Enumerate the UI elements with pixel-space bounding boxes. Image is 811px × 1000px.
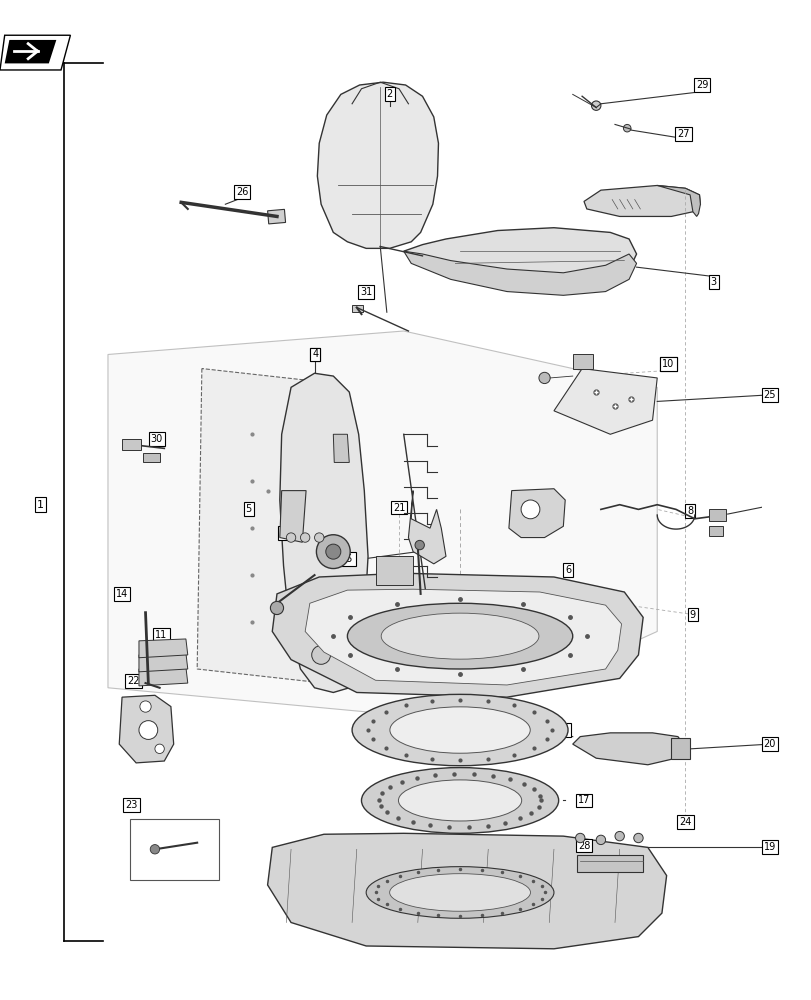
Text: 2: 2: [386, 89, 393, 99]
Polygon shape: [333, 434, 349, 462]
Text: 12: 12: [155, 645, 168, 655]
Ellipse shape: [366, 867, 553, 918]
Text: 21: 21: [393, 503, 405, 513]
Text: 4: 4: [312, 349, 318, 359]
Bar: [143, 453, 160, 462]
Polygon shape: [0, 35, 71, 70]
Polygon shape: [108, 331, 656, 721]
Ellipse shape: [361, 768, 558, 833]
Text: 29: 29: [695, 80, 708, 90]
Bar: [572, 354, 593, 369]
Polygon shape: [656, 185, 700, 216]
Circle shape: [575, 833, 584, 843]
Polygon shape: [268, 833, 666, 949]
Text: 28: 28: [577, 841, 590, 851]
Polygon shape: [572, 733, 684, 765]
Circle shape: [325, 544, 341, 559]
Circle shape: [270, 601, 283, 615]
Polygon shape: [508, 489, 564, 538]
Circle shape: [314, 533, 324, 542]
Bar: [352, 305, 363, 312]
Text: 10: 10: [662, 359, 674, 369]
Circle shape: [539, 372, 550, 384]
Polygon shape: [583, 185, 700, 216]
Circle shape: [286, 533, 295, 542]
Circle shape: [316, 535, 350, 569]
Text: 5: 5: [246, 504, 251, 514]
Bar: [130, 819, 218, 880]
Text: 4: 4: [312, 349, 318, 359]
Polygon shape: [553, 369, 656, 434]
Polygon shape: [305, 589, 620, 685]
Text: 3: 3: [710, 277, 716, 287]
Polygon shape: [408, 491, 445, 564]
Bar: [122, 439, 140, 450]
Ellipse shape: [389, 874, 530, 911]
Text: 13: 13: [155, 660, 167, 670]
Polygon shape: [119, 695, 174, 763]
Circle shape: [614, 831, 624, 841]
Circle shape: [311, 646, 330, 664]
Polygon shape: [280, 373, 367, 692]
Circle shape: [595, 835, 605, 845]
Bar: [708, 509, 725, 521]
Text: 11: 11: [155, 630, 167, 640]
Bar: [671, 738, 689, 759]
Text: 15: 15: [341, 554, 353, 564]
Circle shape: [623, 124, 630, 132]
Text: 1: 1: [36, 500, 44, 510]
Text: 27: 27: [676, 129, 689, 139]
Circle shape: [414, 540, 424, 550]
Polygon shape: [375, 556, 413, 585]
Polygon shape: [403, 251, 636, 295]
Polygon shape: [280, 491, 306, 542]
Text: 18: 18: [280, 528, 292, 538]
Text: 6: 6: [564, 565, 570, 575]
Circle shape: [590, 101, 600, 110]
Circle shape: [155, 744, 164, 754]
Bar: [708, 526, 722, 536]
Ellipse shape: [347, 603, 572, 669]
Bar: [268, 209, 285, 224]
Text: 19: 19: [763, 842, 775, 852]
Polygon shape: [5, 40, 56, 63]
Polygon shape: [139, 667, 187, 686]
Text: 14: 14: [116, 589, 128, 599]
Bar: [577, 855, 642, 872]
Text: 26: 26: [236, 187, 248, 197]
Text: 22: 22: [127, 676, 139, 686]
Polygon shape: [197, 369, 328, 683]
Circle shape: [139, 701, 151, 712]
Ellipse shape: [398, 780, 521, 821]
Ellipse shape: [352, 694, 568, 766]
Text: 31: 31: [359, 287, 371, 297]
Circle shape: [521, 500, 539, 519]
Polygon shape: [317, 82, 438, 248]
Text: 8: 8: [686, 506, 693, 516]
Text: 24: 24: [678, 817, 691, 827]
Polygon shape: [272, 573, 642, 697]
Circle shape: [150, 845, 160, 854]
Circle shape: [139, 721, 157, 739]
Text: 10: 10: [662, 359, 674, 369]
Text: 30: 30: [151, 434, 163, 444]
Text: 23: 23: [125, 800, 138, 810]
Circle shape: [300, 533, 310, 542]
Text: 16: 16: [556, 725, 569, 735]
Text: 17: 17: [577, 795, 590, 805]
Circle shape: [633, 833, 642, 843]
Ellipse shape: [389, 707, 530, 753]
Text: 9: 9: [689, 610, 695, 620]
Ellipse shape: [380, 613, 539, 659]
Polygon shape: [139, 639, 187, 658]
Polygon shape: [139, 653, 187, 672]
Polygon shape: [403, 228, 636, 286]
Text: 25: 25: [762, 390, 775, 400]
Text: 20: 20: [763, 739, 775, 749]
